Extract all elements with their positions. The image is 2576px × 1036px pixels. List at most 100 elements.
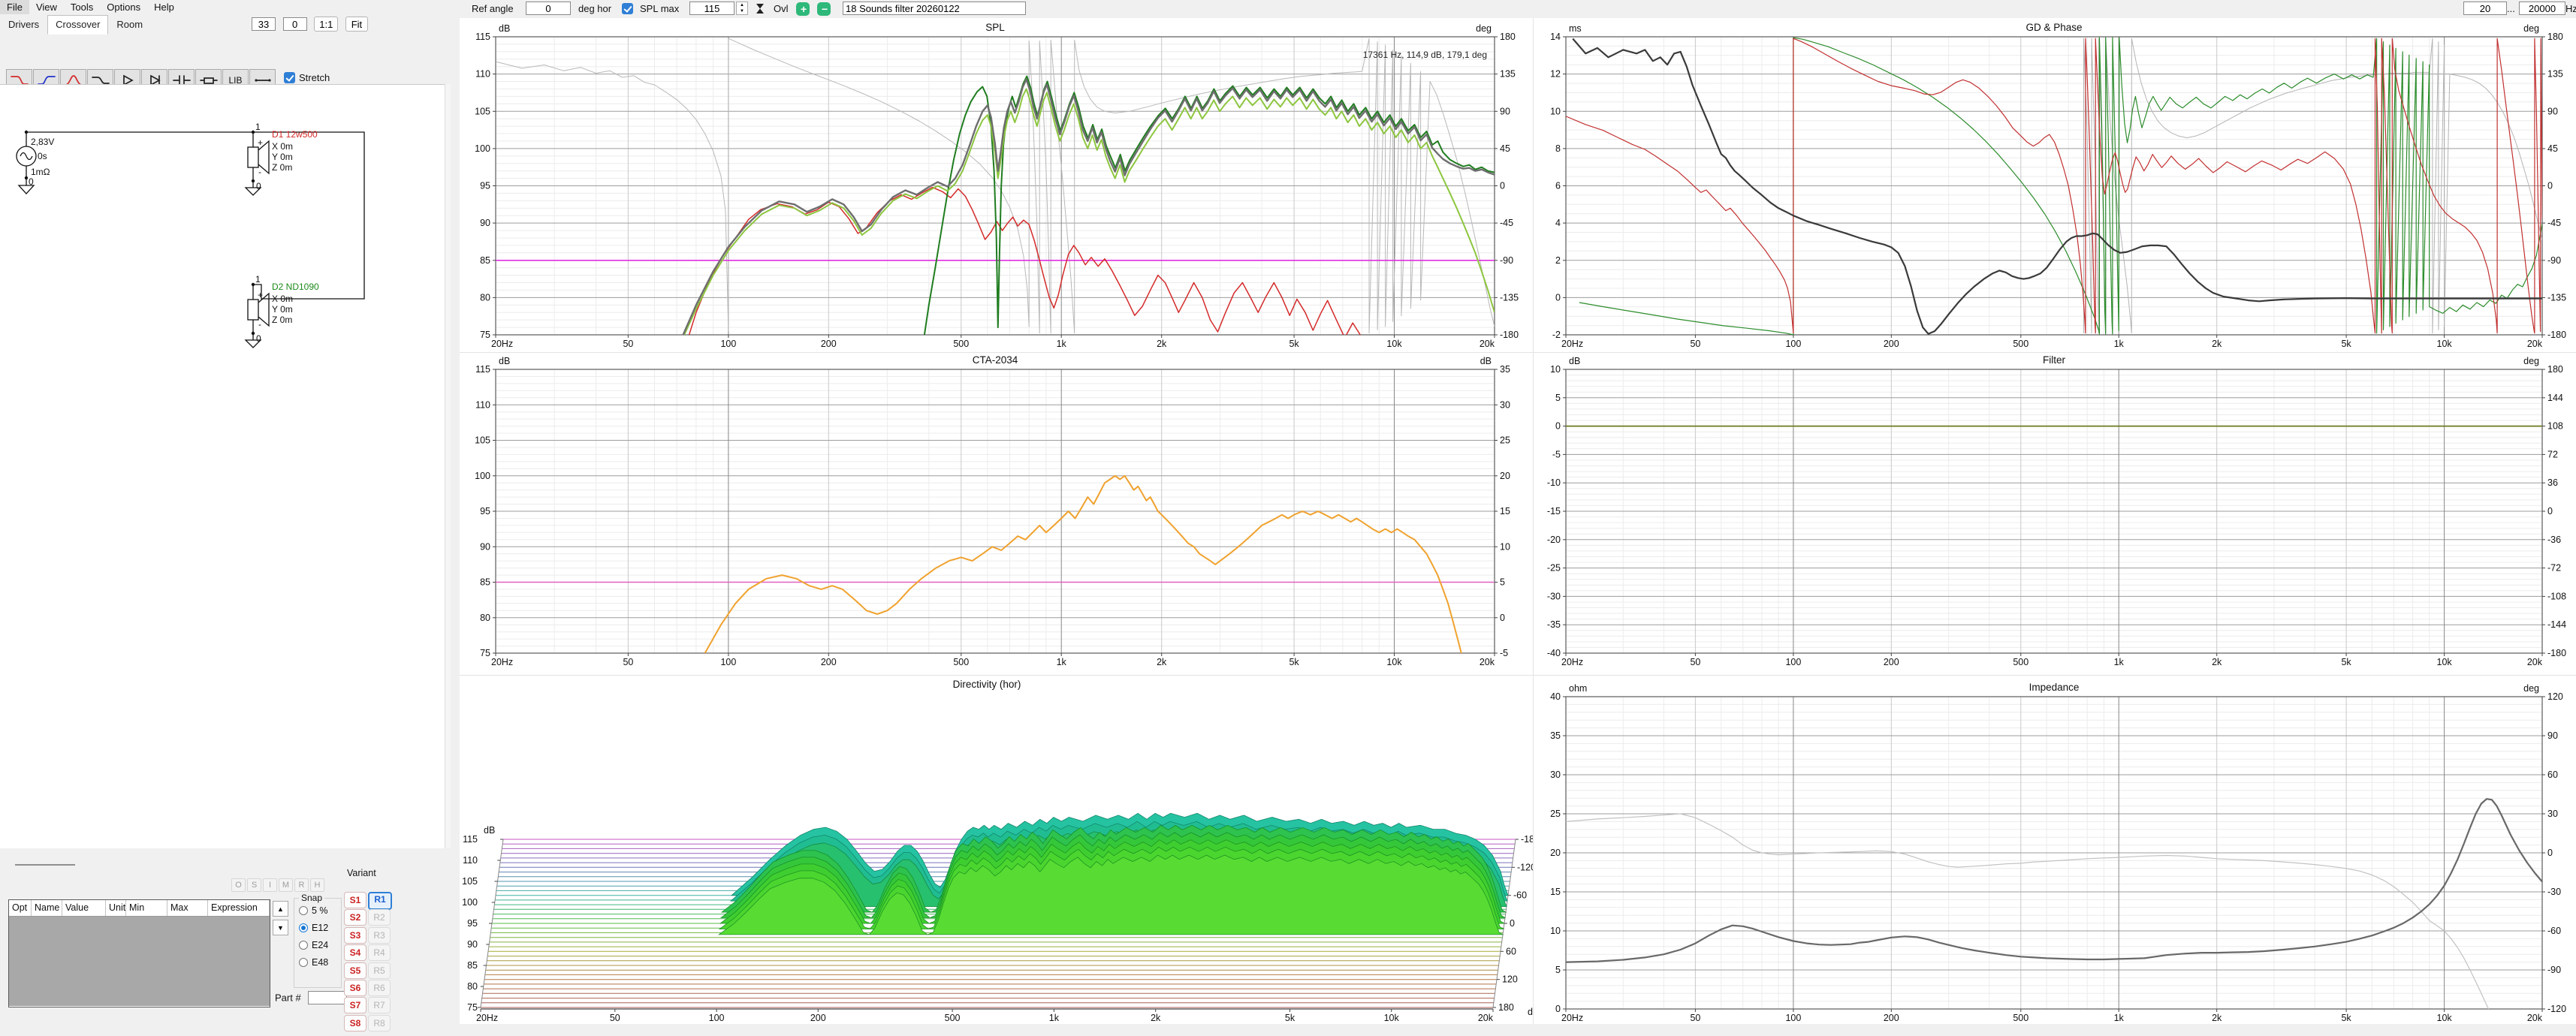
spl-max-spinner[interactable]: ▲ ▼ [736, 2, 748, 15]
snap-option-5[interactable]: 5 % [299, 905, 341, 916]
menu-item-tools[interactable]: Tools [70, 2, 94, 13]
remove-overlay-button[interactable]: − [817, 2, 831, 16]
variant-r1[interactable]: R1 [368, 892, 392, 910]
panel-splitter-handle[interactable] [15, 864, 75, 866]
svg-text:100: 100 [475, 471, 490, 481]
svg-text:50: 50 [623, 657, 633, 667]
menu-item-help[interactable]: Help [154, 2, 174, 13]
overlay-name-field[interactable] [843, 2, 1026, 15]
spl-chart[interactable]: 20Hz 50 100 200 500 1k 2k 5k 10k 20k 75 80 85 90 95 100… [460, 18, 1534, 353]
d1-y: Y 0m [272, 152, 293, 162]
gd-phase-chart[interactable]: 20Hz 50 100 200 500 1k 2k 5k 10k 20k -2 0 2 4 6 8 10 12 14… [1534, 18, 2576, 353]
svg-text:108: 108 [2547, 421, 2563, 432]
variant-s7[interactable]: S7 [344, 997, 366, 1014]
variant-r4[interactable]: R4 [368, 944, 391, 962]
snap-option-e24[interactable]: E24 [299, 939, 341, 950]
move-up-button[interactable]: ▲ [273, 901, 288, 917]
variant-r2[interactable]: R2 [368, 909, 391, 926]
stretch-checkbox[interactable] [284, 72, 295, 83]
tab-room[interactable]: Room [116, 19, 143, 30]
rotation-field[interactable] [282, 17, 307, 31]
freq-min-field[interactable] [2463, 2, 2507, 15]
column-header-name[interactable]: Name [32, 900, 62, 916]
series-impedance-magnitude [1566, 798, 2542, 963]
svg-text:14: 14 [1550, 32, 1561, 42]
add-overlay-button[interactable]: + [796, 2, 810, 16]
schematic-scrollbar[interactable] [445, 84, 451, 848]
variant-s4[interactable]: S4 [344, 944, 366, 962]
column-header-max[interactable]: Max [167, 900, 208, 916]
optimizer-mini-button-o[interactable]: O [231, 878, 246, 892]
column-header-min[interactable]: Min [126, 900, 167, 916]
variant-r3[interactable]: R3 [368, 926, 391, 944]
column-header-opt[interactable]: Opt [9, 900, 32, 916]
spl-max-field[interactable] [689, 2, 734, 15]
menu-item-file[interactable]: File [0, 0, 29, 14]
cta-2034-chart[interactable]: 20Hz 50 100 200 500 1k 2k 5k 10k 20k 75 80 85 90 95 100… [460, 353, 1534, 676]
optimizer-mini-button-r[interactable]: R [294, 878, 309, 892]
fit-button[interactable]: Fit [345, 17, 368, 32]
svg-text:-72: -72 [2547, 563, 2561, 574]
svg-text:deg: deg [2523, 683, 2539, 694]
variant-s2[interactable]: S2 [344, 909, 366, 926]
grid-size-field[interactable] [252, 17, 276, 31]
variant-s6[interactable]: S6 [344, 980, 366, 996]
svg-text:deg: deg [2523, 23, 2539, 34]
svg-text:1k: 1k [1057, 339, 1067, 349]
move-down-button[interactable]: ▼ [273, 920, 288, 935]
variant-r6[interactable]: R6 [368, 980, 391, 996]
variant-s3[interactable]: S3 [344, 926, 366, 944]
spl-max-checkbox[interactable] [622, 3, 633, 14]
d1-gnd-label: 0 [256, 181, 261, 191]
column-header-expression[interactable]: Expression [208, 900, 270, 916]
svg-text:2: 2 [1555, 255, 1561, 266]
svg-text:110: 110 [475, 69, 490, 80]
svg-text:30: 30 [2547, 809, 2558, 819]
optimizer-table[interactable]: Opt Name Value Unit Min Max Expression [8, 899, 270, 1007]
zoom-1-1-button[interactable]: 1:1 [314, 17, 339, 32]
series-filtered [683, 88, 1495, 335]
svg-text:500: 500 [945, 1013, 961, 1023]
variant-s5[interactable]: S5 [344, 962, 366, 979]
tab-crossover[interactable]: Crossover [47, 15, 109, 35]
menu-item-options[interactable]: Options [107, 2, 141, 13]
optimizer-mini-button-m[interactable]: M [279, 878, 293, 892]
column-header-value[interactable]: Value [62, 900, 106, 916]
svg-text:135: 135 [1500, 69, 1516, 80]
variant-r7[interactable]: R7 [368, 997, 391, 1014]
svg-text:80: 80 [467, 981, 478, 992]
freq-max-field[interactable] [2519, 2, 2565, 15]
variant-s1[interactable]: S1 [344, 892, 366, 908]
variant-r5[interactable]: R5 [368, 962, 391, 979]
svg-text:-120: -120 [1517, 862, 1534, 872]
directivity-chart[interactable]: Directivity (hor) dB 75 80 85 90 95 100 105 110 11… [460, 676, 1543, 1024]
schematic-canvas[interactable]: 2,83V 0s 1mΩ 0 1 + - 0 D1 12w500 X 0m Y … [0, 84, 445, 850]
snap-label: Snap [299, 893, 325, 903]
d1-name[interactable]: D1 12w500 [272, 129, 318, 140]
filter-chart[interactable]: 20Hz 50 100 200 500 1k 2k 5k 10k 20k -40 -35 -30 -25-… [1534, 353, 2576, 676]
svg-text:5k: 5k [1289, 657, 1299, 667]
optimizer-mini-button-i[interactable]: I [263, 878, 277, 892]
tab-drivers[interactable]: Drivers [8, 19, 40, 30]
impedance-chart[interactable]: 20Hz 50 100 200 500 1k 2k 5k 10k 20k 0 5 10 15 20 25 30 3… [1534, 676, 2576, 1024]
menu-item-view[interactable]: View [35, 2, 57, 13]
variant-s8[interactable]: S8 [344, 1014, 366, 1031]
svg-text:120: 120 [2547, 691, 2563, 702]
optimizer-mini-button-s[interactable]: S [247, 878, 261, 892]
directivity-slice-24 [717, 854, 1504, 935]
svg-text:1k: 1k [2114, 339, 2125, 349]
ref-angle-field[interactable] [526, 2, 571, 15]
svg-text:100: 100 [720, 339, 736, 349]
snap-option-e12[interactable]: E12 [299, 922, 341, 933]
d2-name[interactable]: D2 ND1090 [272, 282, 319, 292]
svg-text:ms: ms [1569, 23, 1582, 34]
svg-text:dB: dB [1480, 356, 1492, 366]
snap-option-e48[interactable]: E48 [299, 956, 341, 968]
autoscale-icon[interactable] [754, 2, 766, 17]
svg-text:-90: -90 [2547, 965, 2561, 975]
part-number-field[interactable] [308, 991, 348, 1004]
column-header-unit[interactable]: Unit [106, 900, 126, 916]
svg-text:180: 180 [1500, 32, 1516, 42]
optimizer-mini-button-h[interactable]: H [310, 878, 324, 892]
variant-r8[interactable]: R8 [368, 1014, 391, 1031]
